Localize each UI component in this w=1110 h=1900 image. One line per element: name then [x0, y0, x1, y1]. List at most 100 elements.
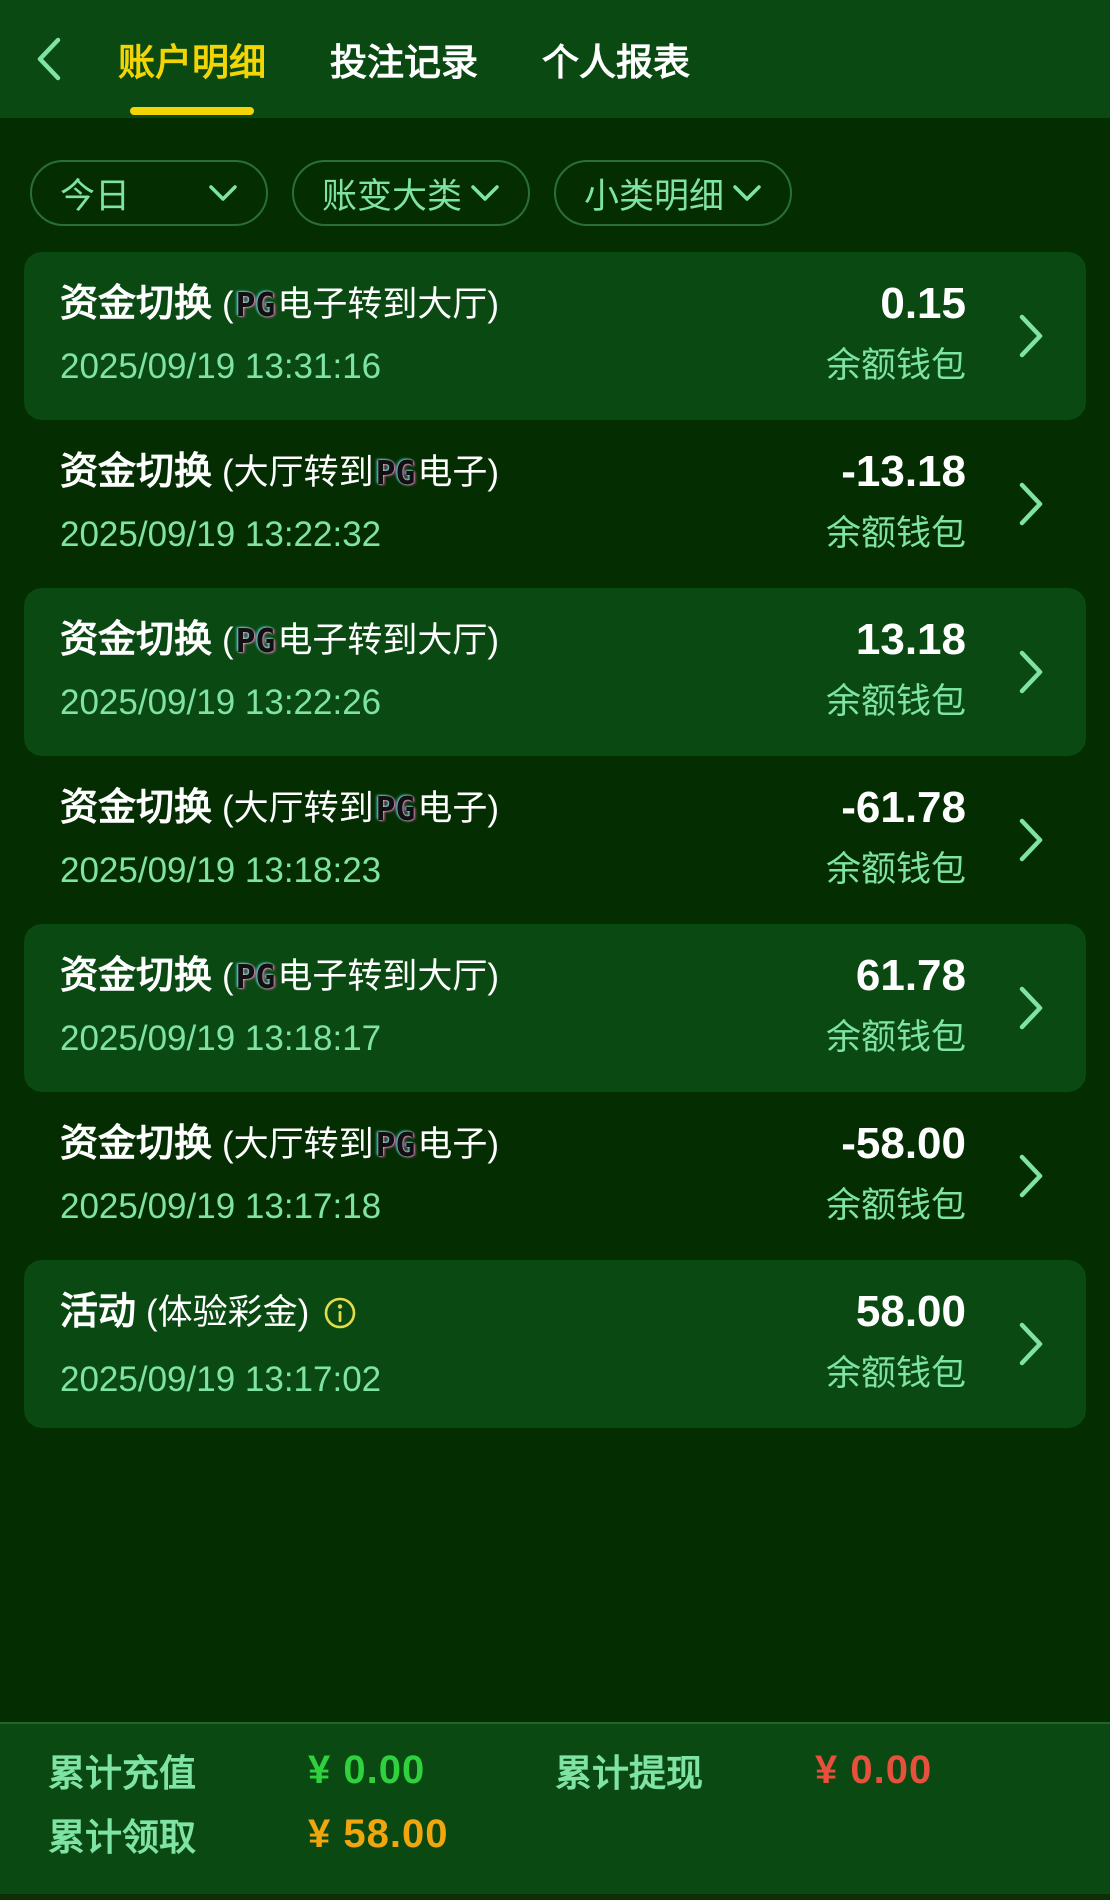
transaction-amount: 58.00: [855, 1287, 966, 1336]
transaction-amount: -13.18: [841, 447, 966, 496]
detail-post: 电子): [417, 1125, 500, 1164]
transaction-row[interactable]: 资金切换 (大厅转到PG电子) 2025/09/19 13:18:23 -61.7…: [24, 756, 1086, 924]
transaction-wallet: 余额钱包: [825, 514, 966, 553]
transaction-type: 资金切换: [60, 619, 213, 661]
row-left: 资金切换 (PG电子转到大厅) 2025/09/19 13:22:26: [60, 614, 499, 756]
transaction-wallet: 余额钱包: [825, 1186, 966, 1225]
transaction-title: 资金切换 (大厅转到PG电子): [60, 1118, 499, 1171]
transaction-title: 资金切换 (大厅转到PG电子): [60, 782, 499, 835]
transaction-datetime: 2025/09/19 13:22:32: [60, 515, 382, 554]
detail-post: 电子转到大厅): [277, 957, 500, 996]
summary-label: 累计充值: [48, 1753, 196, 1794]
tab-label: 个人报表: [542, 42, 690, 83]
transaction-title: 资金切换 (PG电子转到大厅): [60, 950, 499, 1003]
chevron-left-icon: [37, 37, 61, 81]
transaction-title: 资金切换 (PG电子转到大厅): [60, 614, 499, 667]
transaction-type: 资金切换: [60, 451, 213, 493]
detail-pre: (大厅转到: [222, 453, 374, 492]
row-right: 61.78 余额钱包: [826, 950, 966, 1092]
pg-brand-logo: PG: [375, 453, 416, 492]
chevron-right-icon: [1019, 986, 1043, 1030]
summary-label: 累计提现: [555, 1753, 703, 1794]
row-right: 58.00 余额钱包: [826, 1286, 966, 1428]
summary-panel: 累计充值 ¥ 0.00 累计提现 ¥ 0.00 累计领取 ¥ 58.00: [0, 1722, 1110, 1894]
transaction-amount: -58.00: [841, 1119, 966, 1168]
detail-post: 电子转到大厅): [277, 621, 500, 660]
transaction-row[interactable]: 资金切换 (PG电子转到大厅) 2025/09/19 13:18:17 61.78…: [24, 924, 1086, 1092]
summary-value: ¥ 0.00: [308, 1747, 426, 1792]
transaction-type: 资金切换: [60, 1123, 213, 1165]
transaction-title: 活动 (体验彩金): [60, 1286, 381, 1344]
filter-label: 今日: [60, 176, 131, 216]
transaction-row[interactable]: 资金切换 (PG电子转到大厅) 2025/09/19 13:31:16 0.15 …: [24, 252, 1086, 420]
filter-sub-category[interactable]: 小类明细: [554, 160, 792, 226]
detail-pre: (大厅转到: [222, 1125, 374, 1164]
chevron-right-icon: [1019, 314, 1043, 358]
transaction-wallet: 余额钱包: [825, 346, 966, 385]
active-tab-underline: [130, 107, 254, 115]
transaction-row[interactable]: 活动 (体验彩金) 2025/09/19 13:17:02 58.00 余额钱包: [24, 1260, 1086, 1428]
chevron-down-icon: [471, 185, 499, 201]
detail-pre: (: [222, 285, 234, 324]
row-left: 资金切换 (PG电子转到大厅) 2025/09/19 13:31:16: [60, 278, 499, 420]
chevron-right-icon: [1019, 1322, 1043, 1366]
back-button[interactable]: [26, 29, 70, 89]
tab-account-details[interactable]: 账户明细: [118, 0, 266, 118]
transaction-datetime: 2025/09/19 13:17:18: [60, 1187, 382, 1226]
filter-label: 账变大类: [322, 176, 463, 216]
row-left: 资金切换 (大厅转到PG电子) 2025/09/19 13:22:32: [60, 446, 499, 588]
row-left: 资金切换 (大厅转到PG电子) 2025/09/19 13:18:23: [60, 782, 499, 924]
chevron-right-icon: [1019, 650, 1043, 694]
row-left: 资金切换 (大厅转到PG电子) 2025/09/19 13:17:18: [60, 1118, 499, 1260]
row-right: 0.15 余额钱包: [826, 278, 966, 420]
detail-post: 电子): [417, 789, 500, 828]
bottom-home-strip: [0, 1894, 1110, 1900]
transaction-type: 活动: [60, 1291, 137, 1333]
tab-bar: 账户明细 投注记录 个人报表: [118, 0, 690, 118]
transaction-datetime: 2025/09/19 13:18:17: [60, 1019, 382, 1058]
detail-post: 电子): [417, 453, 500, 492]
transaction-datetime: 2025/09/19 13:22:26: [60, 683, 382, 722]
pg-brand-logo: PG: [235, 957, 276, 996]
tab-bet-records[interactable]: 投注记录: [330, 0, 478, 118]
chevron-right-icon: [1019, 482, 1043, 526]
detail-pre: (大厅转到: [222, 789, 374, 828]
tab-label: 投注记录: [330, 42, 478, 83]
tab-label: 账户明细: [118, 42, 266, 83]
pg-brand-logo: PG: [235, 621, 276, 660]
transaction-row[interactable]: 资金切换 (PG电子转到大厅) 2025/09/19 13:22:26 13.18…: [24, 588, 1086, 756]
filter-date-range[interactable]: 今日: [30, 160, 268, 226]
chevron-right-icon: [1019, 1154, 1043, 1198]
summary-total-deposit: 累计充值 ¥ 0.00: [48, 1738, 555, 1802]
pg-brand-logo: PG: [375, 789, 416, 828]
transaction-wallet: 余额钱包: [825, 1018, 966, 1057]
filter-label: 小类明细: [584, 176, 725, 216]
detail-pre: (: [222, 957, 234, 996]
chevron-down-icon: [209, 185, 237, 201]
transaction-wallet: 余额钱包: [825, 850, 966, 889]
row-left: 活动 (体验彩金) 2025/09/19 13:17:02: [60, 1286, 381, 1428]
summary-value: ¥ 58.00: [308, 1811, 449, 1856]
chevron-down-icon: [733, 185, 761, 201]
filter-major-category[interactable]: 账变大类: [292, 160, 530, 226]
transaction-type: 资金切换: [60, 283, 213, 325]
pg-brand-logo: PG: [375, 1125, 416, 1164]
transaction-list: 资金切换 (PG电子转到大厅) 2025/09/19 13:31:16 0.15 …: [24, 252, 1086, 1428]
transaction-amount: -61.78: [841, 783, 966, 832]
tab-personal-report[interactable]: 个人报表: [542, 0, 690, 118]
transaction-type: 资金切换: [60, 787, 213, 829]
filter-bar: 今日 账变大类 小类明细: [30, 160, 1110, 226]
transaction-type: 资金切换: [60, 955, 213, 997]
summary-total-withdrawal: 累计提现 ¥ 0.00: [555, 1738, 1110, 1802]
transaction-wallet: 余额钱包: [825, 1354, 966, 1393]
transaction-title: 资金切换 (PG电子转到大厅): [60, 278, 499, 331]
transaction-amount: 13.18: [855, 615, 966, 664]
transaction-row[interactable]: 资金切换 (大厅转到PG电子) 2025/09/19 13:17:18 -58.0…: [24, 1092, 1086, 1260]
transaction-row[interactable]: 资金切换 (大厅转到PG电子) 2025/09/19 13:22:32 -13.1…: [24, 420, 1086, 588]
summary-total-bonus-claimed: 累计领取 ¥ 58.00: [48, 1802, 555, 1866]
chevron-right-icon: [1019, 818, 1043, 862]
info-icon[interactable]: [323, 1292, 357, 1344]
transaction-title: 资金切换 (大厅转到PG电子): [60, 446, 499, 499]
row-right: 13.18 余额钱包: [826, 614, 966, 756]
